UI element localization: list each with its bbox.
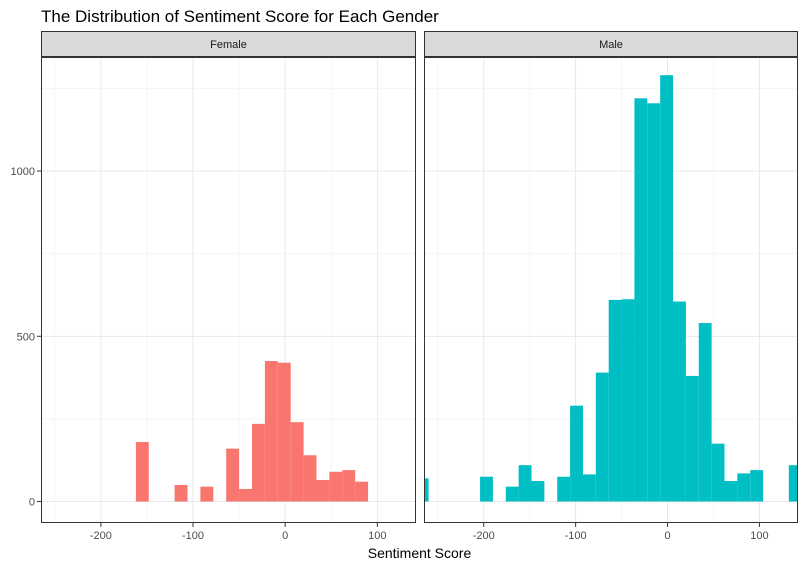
histogram-bar (290, 422, 304, 502)
y-tick-label: 500 (17, 331, 35, 343)
x-tick-label: -200 (90, 530, 112, 542)
histogram-bar (673, 301, 686, 502)
x-tick-label: 100 (368, 530, 386, 542)
facet-panel-female: Female -200 -100 0 100 (41, 31, 416, 542)
histogram-bar (329, 471, 343, 502)
histogram-bar (480, 476, 493, 502)
histogram-bar (264, 361, 278, 502)
histogram-bar (135, 442, 149, 502)
x-tick-label: 100 (750, 530, 768, 542)
x-axis-title: Sentiment Score (368, 545, 472, 561)
panel-background (41, 57, 416, 523)
chart-title: The Distribution of Sentiment Score for … (41, 7, 439, 26)
histogram-bar (711, 443, 725, 502)
histogram-bar (608, 299, 622, 502)
x-tick-label: 0 (282, 530, 288, 542)
histogram-bar (737, 473, 751, 502)
histogram-bar (647, 103, 661, 502)
histogram-bar (557, 476, 571, 502)
histogram-bar (277, 362, 291, 502)
histogram-bar (788, 465, 798, 502)
facet-strip-label: Male (599, 39, 623, 51)
panels-layer: Female -200 -100 0 100 Male -200 -100 0 100 (41, 31, 798, 542)
histogram-bar (621, 299, 635, 502)
histogram-bar (174, 484, 188, 502)
histogram-bar (355, 481, 369, 502)
x-tick-label: -100 (565, 530, 587, 542)
y-axis: 0 500 1000 (11, 166, 41, 509)
histogram-bar (505, 486, 519, 502)
histogram-bar (342, 470, 356, 502)
histogram-bar (595, 372, 609, 502)
histogram-bar (750, 470, 764, 502)
histogram-bar (698, 323, 712, 502)
histogram-bar (239, 488, 252, 502)
histogram-bar (724, 481, 738, 502)
histogram-bar (660, 75, 674, 502)
facet-strip (41, 31, 416, 57)
histogram-bar (251, 423, 265, 502)
histogram-bar (316, 480, 330, 502)
x-tick-label: -100 (182, 530, 204, 542)
histogram-bar (200, 486, 214, 502)
histogram-bar (634, 98, 648, 502)
y-tick-label: 0 (29, 497, 35, 509)
histogram-bar (424, 478, 429, 502)
histogram-bar (226, 448, 240, 502)
panel-border (424, 57, 798, 523)
histogram-bars (135, 361, 369, 502)
histogram-bar (518, 465, 532, 502)
facet-panel-male: Male -200 -100 0 100 (424, 31, 798, 542)
histogram-bars (424, 75, 798, 502)
histogram-bar (582, 474, 596, 502)
x-tick-label: -200 (473, 530, 495, 542)
x-tick-label: 0 (664, 530, 670, 542)
facet-strip-label: Female (210, 39, 247, 51)
histogram-bar (570, 405, 583, 502)
histogram-bar (531, 481, 545, 502)
panel-border (41, 57, 416, 523)
histogram-bar (303, 455, 317, 502)
histogram-bar (685, 375, 699, 502)
y-tick-label: 1000 (11, 166, 35, 178)
facet-strip (424, 31, 798, 57)
